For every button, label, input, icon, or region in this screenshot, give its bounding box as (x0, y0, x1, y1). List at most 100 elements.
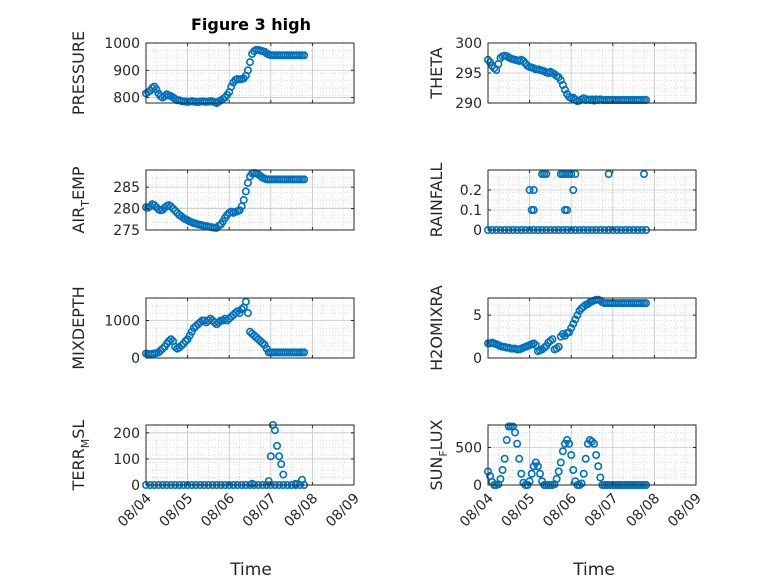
y-axis-label-part: EMP (69, 166, 88, 200)
chart-panel-8: 0 500 08/04 08/05 08/06 08/07 08/08 08/09 SUNFLU… (427, 419, 705, 530)
y-tick-label: 0 (473, 351, 482, 367)
data-point (567, 450, 576, 459)
data-point (166, 202, 175, 211)
data-point (590, 439, 599, 448)
data-point (266, 452, 275, 461)
data-point (166, 335, 175, 344)
axes-box (145, 424, 355, 486)
data-point (604, 170, 613, 179)
y-tick-label: 0 (131, 478, 140, 494)
data-point (577, 479, 586, 488)
x-tick-label: 08/04 (115, 490, 155, 530)
y-axis-label: H2OMIXRA (427, 285, 446, 371)
data-point (300, 348, 309, 357)
data-point (246, 58, 255, 67)
y-tick-label: 0 (473, 223, 482, 239)
y-axis-label-part: SL (69, 420, 88, 439)
y-tick-label: 280 (113, 202, 140, 218)
data-point (548, 335, 557, 344)
x-tick-label: 08/08 (623, 491, 663, 531)
x-axis-label-left: Time (229, 560, 272, 580)
data-point (243, 66, 252, 75)
y-axis-label: SUNFLUX (427, 419, 450, 490)
y-axis-label: PRESSURE (69, 31, 88, 115)
x-tick-label: 08/05 (499, 491, 539, 531)
x-tick-label: 08/06 (540, 490, 580, 530)
data-point (152, 85, 161, 94)
y-axis-label-subscript: F (437, 450, 450, 456)
y-tick-label: 295 (455, 66, 482, 82)
y-axis-label: TERRMSL (69, 420, 92, 492)
data-point (513, 439, 522, 448)
data-point (264, 477, 273, 486)
data-point (235, 206, 244, 215)
data-point (300, 51, 309, 60)
data-point (169, 204, 178, 213)
data-point (498, 465, 507, 474)
data-point (248, 479, 257, 488)
x-tick-label: 08/04 (457, 490, 497, 530)
y-axis-label: MIXDEPTH (69, 286, 88, 369)
data-point (239, 196, 248, 205)
data-point (533, 462, 542, 471)
data-point (181, 337, 190, 346)
data-point (527, 469, 536, 478)
data-point (525, 186, 534, 195)
data-point (273, 441, 282, 450)
data-point (237, 305, 246, 314)
data-point (150, 201, 159, 210)
y-tick-label: 285 (113, 180, 140, 196)
x-tick-label: 08/05 (157, 491, 197, 531)
y-axis-label-part: LUX (427, 419, 446, 450)
y-axis-label: AIRTEMP (69, 166, 92, 233)
data-point (270, 426, 279, 435)
data-point (529, 186, 538, 195)
y-tick-label: 0.1 (460, 203, 482, 219)
data-point (500, 454, 509, 463)
data-point (592, 450, 601, 459)
axes-box (487, 169, 697, 231)
data-point (291, 479, 300, 488)
data-point (573, 311, 582, 320)
chart-panel-1: 800 900 1000 PRESSURE (69, 31, 355, 115)
data-point (227, 82, 236, 91)
axes-box (487, 424, 697, 486)
data-point (529, 206, 538, 215)
data-point (560, 85, 569, 94)
data-point (581, 454, 590, 463)
figure-title: Figure 3 high (191, 15, 311, 34)
y-tick-label: 0 (473, 478, 482, 494)
y-tick-label: 290 (455, 96, 482, 112)
y-tick-label: 500 (455, 441, 482, 457)
x-tick-label: 08/09 (323, 491, 363, 531)
data-point (571, 170, 580, 179)
data-point (496, 474, 505, 483)
y-tick-label: 1000 (104, 36, 140, 52)
data-point (241, 297, 250, 306)
data-point (552, 474, 561, 483)
data-point (515, 454, 524, 463)
y-axis-label-part: TERR (69, 448, 88, 491)
chart-panel-4: 0 0.1 0.2 RAINFALL (427, 163, 697, 239)
data-point (569, 186, 578, 195)
axes-box (145, 297, 355, 359)
data-point (596, 473, 605, 482)
data-point (502, 435, 511, 444)
x-tick-label: 08/09 (665, 491, 705, 531)
y-tick-label: 1000 (104, 314, 140, 330)
data-point (554, 342, 563, 351)
y-tick-label: 5 (473, 308, 482, 324)
data-point (279, 470, 288, 479)
data-point (241, 187, 250, 196)
data-point (511, 428, 520, 437)
y-tick-label: 0.2 (460, 183, 482, 199)
data-point (542, 170, 551, 179)
y-tick-label: 0 (131, 351, 140, 367)
y-tick-label: 900 (113, 63, 140, 79)
x-tick-label: 08/06 (198, 490, 238, 530)
y-tick-label: 275 (113, 223, 140, 239)
data-point (158, 344, 167, 353)
data-point (558, 447, 567, 456)
data-point (233, 307, 242, 316)
